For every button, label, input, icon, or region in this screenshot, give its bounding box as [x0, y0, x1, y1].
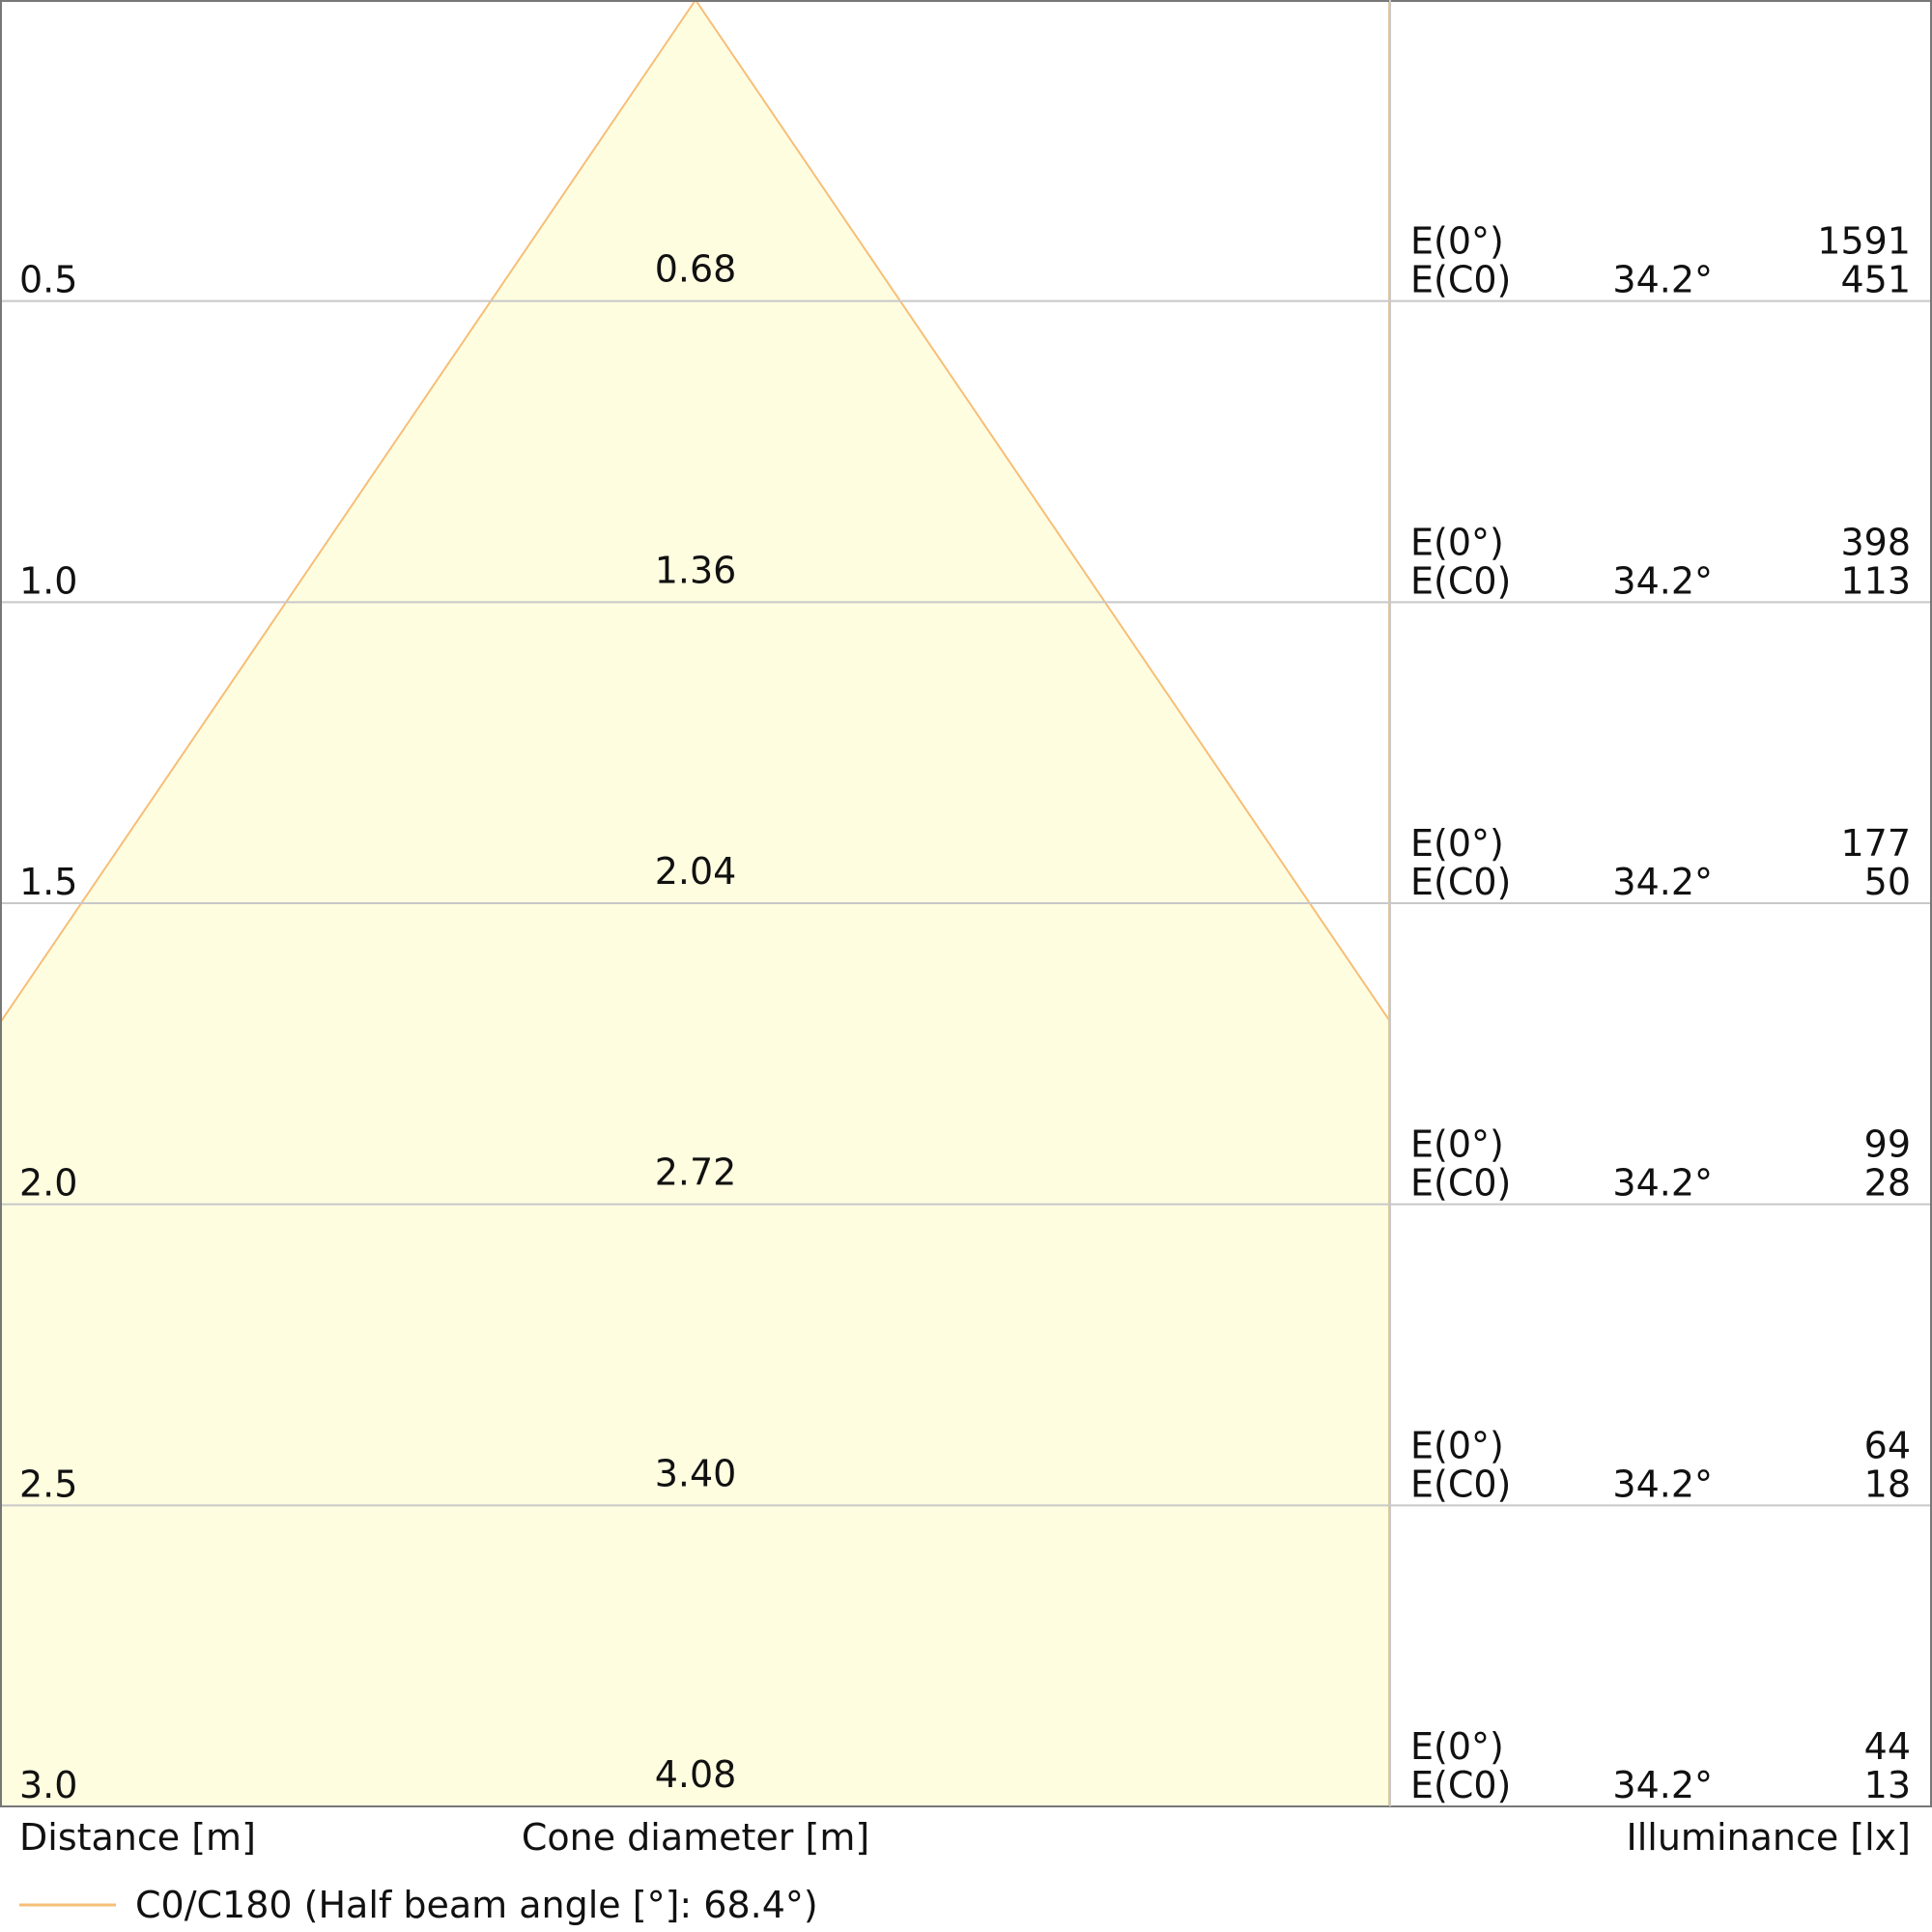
- frame: [0, 0, 1932, 1807]
- distance: 3.0: [19, 1764, 77, 1806]
- ec0-label: E(C0): [1410, 1764, 1511, 1806]
- e0-value: 64: [1864, 1424, 1911, 1466]
- ec0-label: E(C0): [1410, 559, 1511, 602]
- e0-label: E(0°): [1410, 521, 1504, 563]
- ec0-value: 451: [1840, 259, 1911, 301]
- ec0-value: 28: [1864, 1162, 1911, 1205]
- e0-value: 1591: [1817, 220, 1911, 263]
- e0-value: 398: [1840, 521, 1911, 563]
- ec0-value: 50: [1864, 861, 1911, 903]
- angle: 34.2°: [1612, 259, 1713, 301]
- distance: 0.5: [19, 259, 77, 301]
- distance: 1.5: [19, 861, 77, 903]
- distance: 2.5: [19, 1463, 77, 1505]
- e0-label: E(0°): [1410, 1725, 1504, 1768]
- angle: 34.2°: [1612, 1162, 1713, 1205]
- e0-label: E(0°): [1410, 220, 1504, 263]
- diameter: 1.36: [655, 549, 737, 591]
- distance-label: Distance [m]: [19, 1816, 256, 1859]
- ec0-label: E(C0): [1410, 1162, 1511, 1205]
- angle: 34.2°: [1612, 1764, 1713, 1806]
- legend-text: C0/C180 (Half beam angle [°]: 68.4°): [135, 1884, 818, 1926]
- diameter: 4.08: [655, 1753, 737, 1796]
- distance: 1.0: [19, 559, 77, 602]
- grid: [0, 299, 1932, 1507]
- ec0-value: 18: [1864, 1463, 1911, 1505]
- ec0-label: E(C0): [1410, 1463, 1511, 1505]
- angle: 34.2°: [1612, 861, 1713, 903]
- e0-value: 177: [1840, 822, 1911, 865]
- ec0-value: 13: [1864, 1764, 1911, 1806]
- diameter: 2.04: [655, 850, 737, 893]
- e0-value: 44: [1864, 1725, 1911, 1768]
- ec0-label: E(C0): [1410, 861, 1511, 903]
- e0-label: E(0°): [1410, 822, 1504, 865]
- ec0-value: 113: [1840, 559, 1911, 602]
- distance: 2.0: [19, 1162, 77, 1205]
- e0-label: E(0°): [1410, 1424, 1504, 1466]
- diameter: 0.68: [655, 248, 737, 291]
- e0-label: E(0°): [1410, 1123, 1504, 1166]
- e0-value: 99: [1864, 1123, 1911, 1166]
- illuminance-label: Illuminance [lx]: [1627, 1816, 1911, 1859]
- diameter-label: Cone diameter [m]: [522, 1816, 869, 1859]
- angle: 34.2°: [1612, 1463, 1713, 1505]
- diameter: 3.40: [655, 1452, 737, 1494]
- diameter: 2.72: [655, 1151, 737, 1194]
- ec0-label: E(C0): [1410, 259, 1511, 301]
- angle: 34.2°: [1612, 559, 1713, 602]
